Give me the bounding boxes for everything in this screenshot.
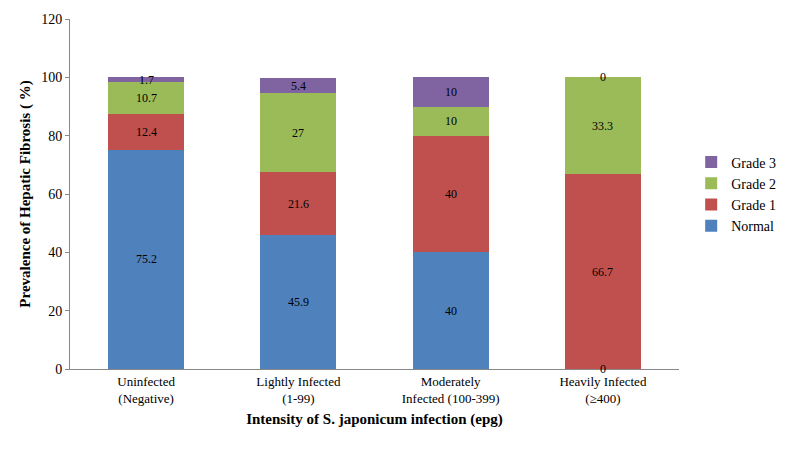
- svg-text:10.7: 10.7: [136, 91, 157, 105]
- svg-text:66.7: 66.7: [592, 265, 613, 279]
- svg-text:5.4: 5.4: [291, 79, 306, 93]
- svg-text:0: 0: [600, 362, 606, 376]
- svg-text:Intensity of S. japonicum infe: Intensity of S. japonicum infection (epg…: [246, 411, 503, 428]
- svg-text:75.2: 75.2: [136, 252, 157, 266]
- svg-text:27: 27: [292, 126, 304, 140]
- svg-text:12.4: 12.4: [136, 125, 157, 139]
- svg-text:Uninfected(Negative): Uninfected(Negative): [117, 374, 175, 406]
- svg-text:120: 120: [41, 12, 62, 27]
- svg-text:100: 100: [41, 70, 62, 85]
- svg-text:40: 40: [445, 187, 457, 201]
- svg-text:Grade 1: Grade 1: [731, 198, 776, 213]
- svg-text:33.3: 33.3: [592, 119, 613, 133]
- svg-text:Grade 3: Grade 3: [731, 156, 776, 171]
- svg-text:ModeratelyInfected (100-399): ModeratelyInfected (100-399): [402, 374, 500, 406]
- svg-text:40: 40: [445, 304, 457, 318]
- svg-text:80: 80: [48, 129, 62, 144]
- svg-text:60: 60: [48, 187, 62, 202]
- svg-text:Normal: Normal: [731, 219, 774, 234]
- svg-text:Prevalence of Hepatic Fibrosis: Prevalence of Hepatic Fibrosis ( %): [17, 80, 34, 307]
- svg-text:0: 0: [55, 362, 62, 377]
- svg-text:Lightly Infected(1-99): Lightly Infected(1-99): [256, 374, 341, 406]
- svg-text:21.6: 21.6: [288, 197, 309, 211]
- svg-text:1.7: 1.7: [139, 73, 154, 87]
- svg-text:0: 0: [600, 70, 606, 84]
- svg-text:Heavily Infected(≥400): Heavily Infected(≥400): [559, 374, 646, 406]
- svg-text:45.9: 45.9: [288, 295, 309, 309]
- svg-text:10: 10: [445, 85, 457, 99]
- svg-text:40: 40: [48, 245, 62, 260]
- svg-text:10: 10: [445, 114, 457, 128]
- svg-text:20: 20: [48, 304, 62, 319]
- svg-text:Grade 2: Grade 2: [731, 177, 776, 192]
